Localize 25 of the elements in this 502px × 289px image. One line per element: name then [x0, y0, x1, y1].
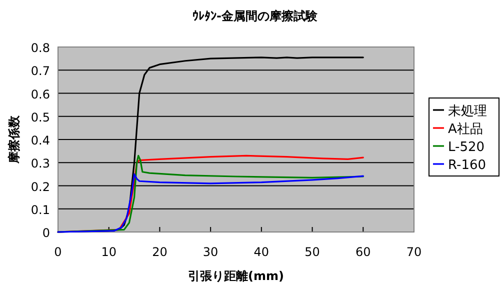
y-tick-label: 0.1: [30, 202, 50, 217]
x-tick-label: 50: [304, 245, 320, 259]
x-tick-label: 60: [356, 245, 371, 259]
legend-label: 未処理: [448, 104, 487, 119]
legend-label: R-160: [448, 158, 486, 173]
y-tick-label: 0.3: [30, 156, 50, 171]
x-tick-label: 40: [254, 245, 270, 259]
y-tick-label: 0.6: [30, 87, 50, 102]
legend-label: L-520: [448, 140, 485, 155]
x-tick-label: 20: [152, 245, 168, 259]
x-tick-label: 70: [406, 245, 422, 259]
y-tick-label: 0.2: [30, 180, 50, 194]
x-tick-label: 10: [101, 245, 116, 259]
x-tick-label: 30: [202, 245, 218, 259]
line-series: [57, 173, 364, 233]
y-tick-label: 0.8: [30, 41, 50, 55]
x-tick-label: 0: [54, 245, 62, 259]
legend-label: A社品: [448, 122, 483, 137]
y-tick-label: 0.4: [30, 134, 50, 148]
x-axis-title: 引張り距離(mm): [188, 269, 284, 283]
y-tick-label: 0.5: [30, 110, 50, 124]
y-axis-title: 摩擦係数: [7, 114, 21, 164]
chart-title: ｳﾚﾀﾝ-金属間の摩擦試験: [192, 9, 318, 23]
y-tick-label: 0: [42, 226, 50, 240]
y-tick-label: 0.7: [30, 64, 50, 78]
